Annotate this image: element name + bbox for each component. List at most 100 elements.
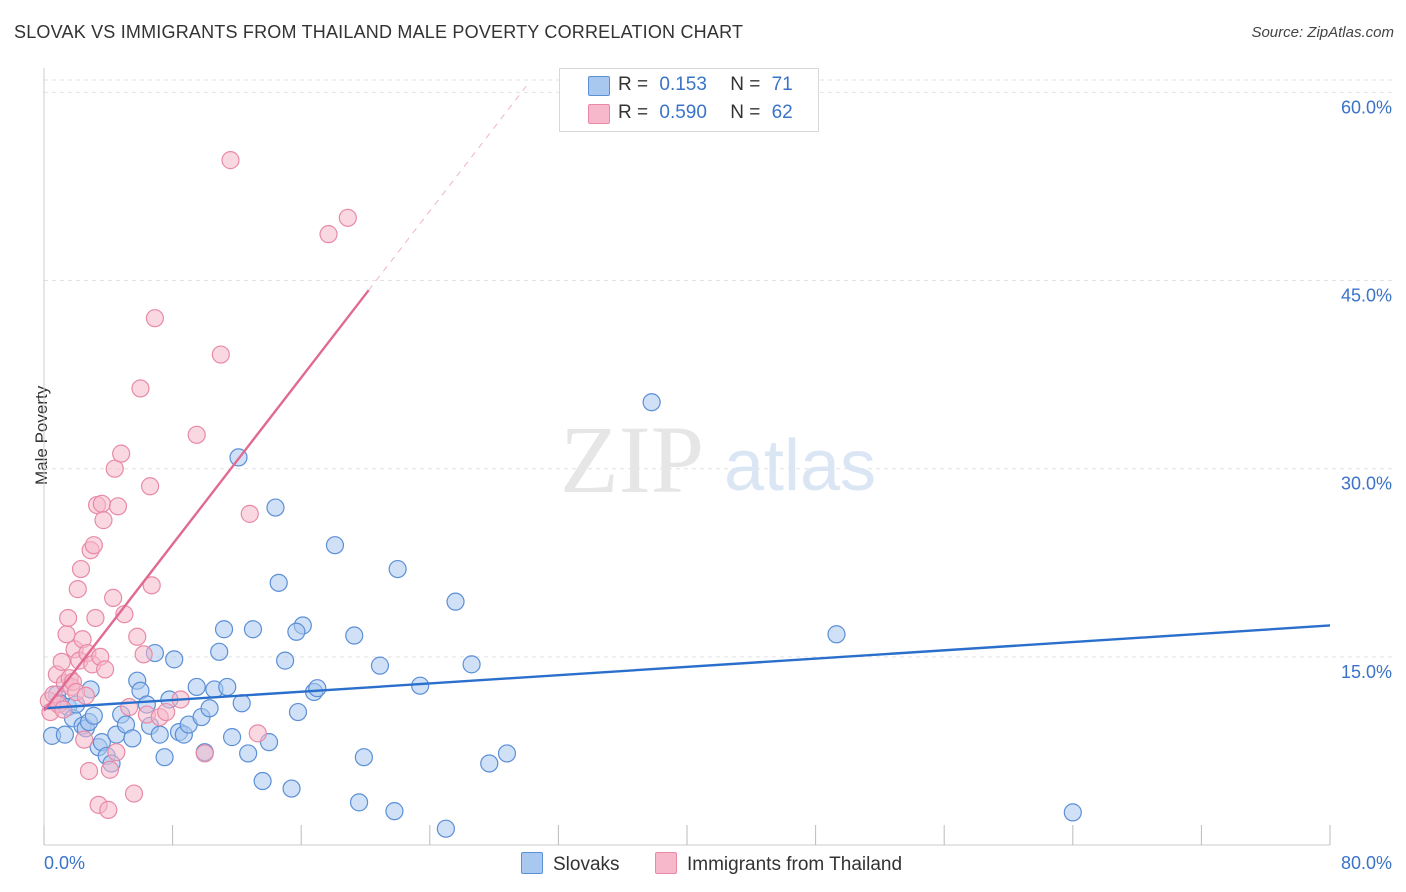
thailand-point: [338, 208, 357, 227]
slovak-point: [276, 651, 295, 670]
legend-r-value: 0.153: [659, 74, 707, 95]
thailand-point: [248, 724, 267, 743]
thailand-point: [145, 309, 165, 328]
source-label[interactable]: Source: ZipAtlas.com: [1251, 24, 1394, 41]
y-tick-label: 15.0%: [1341, 662, 1392, 682]
thailand-point: [131, 379, 150, 398]
legend: R = 0.153 N = 71 R = 0.590 N = 62: [559, 68, 819, 132]
thailand-point: [124, 784, 144, 803]
thailand-point: [95, 660, 115, 679]
slovak-point: [222, 728, 242, 747]
thailand-points: [39, 151, 357, 819]
slovak-point: [269, 573, 288, 592]
thailand-point: [100, 760, 120, 779]
thailand-point: [140, 477, 160, 496]
thailand-point: [54, 700, 73, 719]
thailand-point: [112, 444, 131, 463]
slovak-point: [642, 393, 661, 412]
bottom-legend-label-thailand: Immigrants from Thailand: [687, 854, 903, 875]
thailand-point: [221, 151, 240, 170]
thailand-point: [86, 608, 105, 628]
slovak-point: [243, 620, 263, 639]
legend-n-value: 62: [771, 102, 793, 123]
slovak-point: [253, 771, 272, 791]
thailand-point: [104, 588, 123, 607]
gridlines: [44, 79, 1392, 658]
thailand-point: [211, 345, 230, 364]
slovak-point: [123, 729, 142, 748]
slovak-point: [385, 802, 404, 821]
bottom-legend-label-slovaks: Slovaks: [553, 854, 620, 875]
thailand-point: [134, 645, 153, 664]
slovak-point: [239, 744, 258, 763]
slovak-point: [200, 699, 219, 718]
bottom-legend-slovaks[interactable]: Slovaks: [521, 852, 620, 876]
slovak-point: [370, 656, 390, 675]
slovak-point: [497, 744, 517, 763]
y-tick-label: 30.0%: [1341, 474, 1392, 494]
legend-r-label: R =: [618, 102, 649, 123]
legend-r-value: 0.590: [659, 102, 707, 123]
thailand-point: [128, 627, 147, 646]
slovak-point: [827, 625, 846, 644]
watermark-atlas: atlas: [724, 426, 876, 506]
thailand-point: [319, 225, 338, 244]
legend-n-value: 71: [771, 74, 793, 95]
thailand-point: [75, 730, 94, 749]
thailand-point: [142, 576, 161, 595]
thailand-point: [107, 743, 126, 762]
thailand-point: [57, 625, 76, 644]
slovak-point: [308, 679, 327, 698]
legend-r-label: R =: [618, 74, 649, 95]
thailand-point: [76, 686, 95, 705]
slovak-point: [388, 559, 407, 579]
slovak-point: [411, 676, 430, 695]
legend-swatch-slovaks: [588, 76, 610, 96]
thailand-point: [99, 800, 118, 819]
thailand-trend-extension: [368, 85, 527, 291]
thailand-point: [79, 761, 99, 781]
thailand-point: [157, 702, 176, 722]
slovak-point: [187, 677, 206, 697]
slovak-point: [210, 642, 229, 661]
legend-n-label: N =: [730, 74, 761, 95]
slovaks-trend-line: [43, 624, 1331, 710]
thailand-point: [71, 559, 91, 579]
slovak-point: [480, 754, 499, 773]
slovak-point: [345, 626, 364, 645]
thailand-point: [68, 580, 87, 599]
thailand-point: [120, 697, 139, 717]
thailand-point: [92, 494, 111, 513]
thailand-point: [187, 425, 206, 444]
bottom-legend-swatch-thailand: [655, 852, 677, 874]
trend-lines: [43, 85, 1331, 712]
slovak-point: [282, 779, 301, 798]
y-tick-label: 45.0%: [1341, 286, 1392, 306]
watermark-zip: ZIP: [560, 406, 704, 513]
legend-swatch-thailand: [588, 104, 610, 124]
slovak-point: [462, 655, 481, 674]
slovak-point: [232, 694, 251, 713]
slovak-point: [1063, 803, 1082, 822]
chart-title: SLOVAK VS IMMIGRANTS FROM THAILAND MALE …: [14, 22, 744, 42]
slovak-point: [287, 622, 306, 641]
bottom-legend-thailand[interactable]: Immigrants from Thailand: [655, 852, 902, 876]
thailand-point: [59, 608, 78, 628]
thailand-point: [94, 511, 113, 530]
slovak-point: [436, 819, 455, 838]
legend-n-label: N =: [730, 102, 761, 123]
slovak-point: [325, 536, 345, 555]
slovak-point: [218, 677, 237, 697]
slovak-point: [446, 592, 465, 611]
thailand-trend-line: [43, 289, 370, 712]
slovak-point: [349, 793, 369, 812]
x-tick-label: 0.0%: [44, 853, 85, 873]
slovak-point: [55, 725, 74, 744]
slovak-point: [150, 725, 169, 744]
thailand-point: [108, 497, 128, 516]
watermark: ZIP atlas: [560, 406, 876, 513]
thailand-point: [52, 652, 71, 671]
slovak-point: [266, 498, 285, 517]
slovak-point: [214, 620, 234, 639]
